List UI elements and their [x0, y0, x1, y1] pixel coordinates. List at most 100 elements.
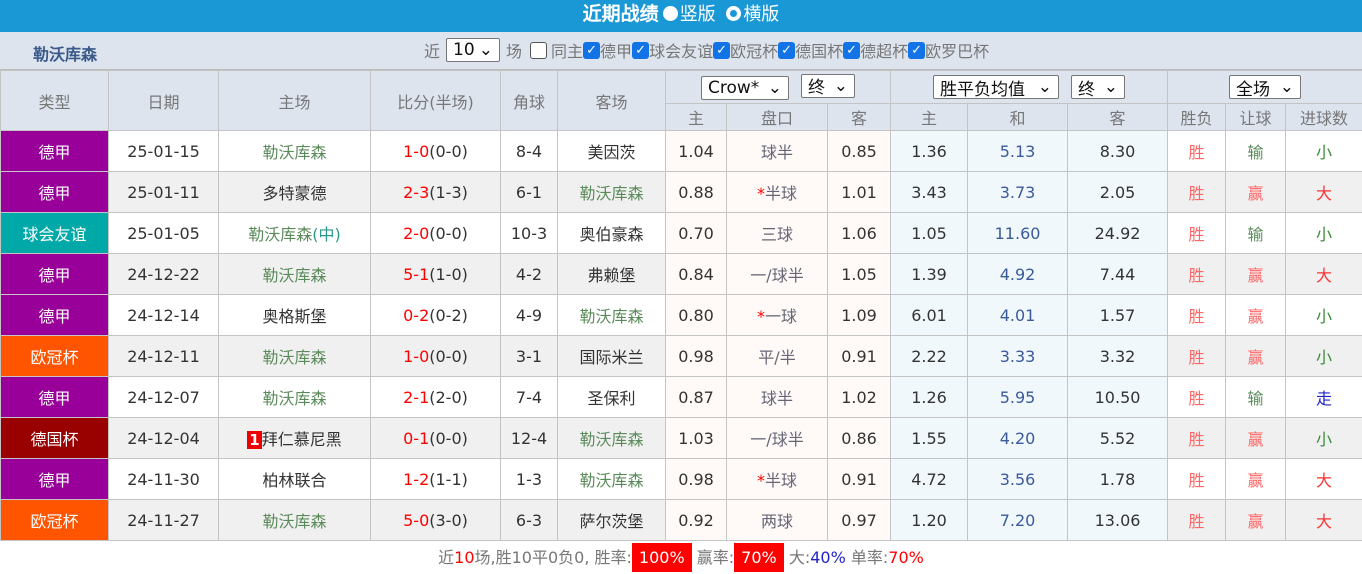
result-goals: 走 [1286, 377, 1362, 418]
home-team[interactable]: 勒沃库森 [262, 266, 326, 285]
home-team[interactable]: 柏林联合 [262, 471, 326, 490]
away-team-cell[interactable]: 弗赖堡 [558, 254, 666, 295]
page-title: 近期战绩 [583, 3, 659, 25]
ah-away-odds: 0.86 [828, 418, 891, 459]
home-team-cell[interactable]: 勒沃库森(中) [219, 213, 371, 254]
title-bar: 近期战绩竖版 横版 [0, 0, 1362, 32]
eu-away-odds: 1.57 [1068, 295, 1168, 336]
table-row[interactable]: 德甲 24-12-14 奥格斯堡 0-2(0-2) 4-9 勒沃库森 0.80 … [1, 295, 1362, 336]
home-team-cell[interactable]: 勒沃库森 [219, 500, 371, 541]
home-team-cell[interactable]: 勒沃库森 [219, 131, 371, 172]
home-team-cell[interactable]: 奥格斯堡 [219, 295, 371, 336]
home-team-cell[interactable]: 勒沃库森 [219, 336, 371, 377]
away-team-cell[interactable]: 萨尔茨堡 [558, 500, 666, 541]
table-row[interactable]: 德甲 25-01-15 勒沃库森 1-0(0-0) 8-4 美因茨 1.04 球… [1, 131, 1362, 172]
summary: 近10场,胜10平0负0, 胜率:100% 赢率:70% 大:40% 单率:70… [0, 541, 1362, 574]
league-cell[interactable]: 球会友谊 [1, 213, 109, 254]
eu-draw-odds: 3.73 [968, 172, 1068, 213]
date-cell: 24-12-22 [109, 254, 219, 295]
table-row[interactable]: 德甲 24-11-30 柏林联合 1-2(1-1) 1-3 勒沃库森 0.98 … [1, 459, 1362, 500]
radio-vertical[interactable] [663, 6, 678, 21]
league-checkbox[interactable]: ✓ [632, 42, 649, 59]
date-cell: 24-11-27 [109, 500, 219, 541]
radio-vertical-label[interactable]: 竖版 [680, 4, 716, 25]
odds-type-select[interactable]: 胜平负均值⌄ [933, 75, 1059, 99]
period-value: 全场 [1236, 75, 1270, 100]
league-cell[interactable]: 欧冠杯 [1, 500, 109, 541]
radio-horizontal-label[interactable]: 横版 [743, 4, 779, 25]
summary-text: 大: [789, 548, 810, 567]
away-team-cell[interactable]: 美因茨 [558, 131, 666, 172]
subcol-res-0: 胜负 [1168, 104, 1226, 131]
period-select[interactable]: 全场 ⌄ [1229, 75, 1301, 99]
away-team-cell[interactable]: 勒沃库森 [558, 172, 666, 213]
handicap-line: 两球 [761, 512, 793, 531]
match-count-select[interactable]: 10⌄ [446, 38, 500, 62]
result-goals: 大 [1286, 500, 1362, 541]
home-team[interactable]: 拜仁慕尼黑 [262, 430, 342, 449]
subcol-eu-1: 和 [968, 104, 1068, 131]
league-checkbox[interactable]: ✓ [583, 42, 600, 59]
handicap-line: 球半 [761, 143, 793, 162]
away-team-cell[interactable]: 国际米兰 [558, 336, 666, 377]
away-team-cell[interactable]: 奥伯豪森 [558, 213, 666, 254]
home-team[interactable]: 勒沃库森 [262, 389, 326, 408]
away-team-cell[interactable]: 勒沃库森 [558, 295, 666, 336]
score-cell: 1-2(1-1) [371, 459, 501, 500]
table-row[interactable]: 欧冠杯 24-11-27 勒沃库森 5-0(3-0) 6-3 萨尔茨堡 0.92… [1, 500, 1362, 541]
home-team[interactable]: 奥格斯堡 [262, 307, 326, 326]
away-team-cell[interactable]: 勒沃库森 [558, 418, 666, 459]
home-team-cell[interactable]: 柏林联合 [219, 459, 371, 500]
same-home-checkbox[interactable] [530, 42, 547, 59]
half-score: (1-1) [429, 470, 468, 489]
league-checkbox[interactable]: ✓ [843, 42, 860, 59]
score-cell: 2-0(0-0) [371, 213, 501, 254]
chevron-down-icon: ⌄ [1038, 77, 1052, 97]
away-team-cell[interactable]: 勒沃库森 [558, 459, 666, 500]
table-row[interactable]: 欧冠杯 24-12-11 勒沃库森 1-0(0-0) 3-1 国际米兰 0.98… [1, 336, 1362, 377]
ah-home-odds: 1.03 [666, 418, 727, 459]
league-cell[interactable]: 欧冠杯 [1, 336, 109, 377]
eu-stage-select[interactable]: 终⌄ [1071, 75, 1125, 99]
date-cell: 25-01-11 [109, 172, 219, 213]
league-cell[interactable]: 德国杯 [1, 418, 109, 459]
eu-draw-odds: 4.92 [968, 254, 1068, 295]
home-team[interactable]: 勒沃库森 [262, 348, 326, 367]
half-score: (1-3) [429, 183, 468, 202]
home-team[interactable]: 勒沃库森 [262, 143, 326, 162]
away-team-cell[interactable]: 圣保利 [558, 377, 666, 418]
league-cell[interactable]: 德甲 [1, 377, 109, 418]
corner-cell: 4-2 [501, 254, 558, 295]
chevron-down-icon: ⌄ [1280, 77, 1294, 97]
league-checkbox[interactable]: ✓ [713, 42, 730, 59]
ah-away-odds: 0.97 [828, 500, 891, 541]
table-row[interactable]: 德甲 24-12-07 勒沃库森 2-1(2-0) 7-4 圣保利 0.87 球… [1, 377, 1362, 418]
table-row[interactable]: 德甲 25-01-11 多特蒙德 2-3(1-3) 6-1 勒沃库森 0.88 … [1, 172, 1362, 213]
half-score: (0-0) [429, 224, 468, 243]
date-cell: 24-11-30 [109, 459, 219, 500]
home-team[interactable]: 多特蒙德 [262, 184, 326, 203]
league-checkbox[interactable]: ✓ [908, 42, 925, 59]
league-cell[interactable]: 德甲 [1, 131, 109, 172]
league-cell[interactable]: 德甲 [1, 172, 109, 213]
radio-horizontal[interactable] [726, 6, 741, 21]
table-row[interactable]: 德甲 24-12-22 勒沃库森 5-1(1-0) 4-2 弗赖堡 0.84 一… [1, 254, 1362, 295]
home-team-cell[interactable]: 多特蒙德 [219, 172, 371, 213]
home-team[interactable]: 勒沃库森 [248, 225, 312, 244]
table-row[interactable]: 球会友谊 25-01-05 勒沃库森(中) 2-0(0-0) 10-3 奥伯豪森… [1, 213, 1362, 254]
home-team-cell[interactable]: 勒沃库森 [219, 254, 371, 295]
league-cell[interactable]: 德甲 [1, 459, 109, 500]
eu-home-odds: 3.43 [891, 172, 968, 213]
result-handicap: 赢 [1226, 254, 1286, 295]
league-checkbox[interactable]: ✓ [778, 42, 795, 59]
ah-stage-select[interactable]: 终⌄ [801, 74, 855, 98]
home-team-cell[interactable]: 勒沃库森 [219, 377, 371, 418]
ah-away-odds: 1.09 [828, 295, 891, 336]
league-cell[interactable]: 德甲 [1, 254, 109, 295]
league-cell[interactable]: 德甲 [1, 295, 109, 336]
company-select[interactable]: Crow*⌄ [701, 76, 789, 100]
home-team[interactable]: 勒沃库森 [262, 512, 326, 531]
subcol-res-1: 让球 [1226, 104, 1286, 131]
